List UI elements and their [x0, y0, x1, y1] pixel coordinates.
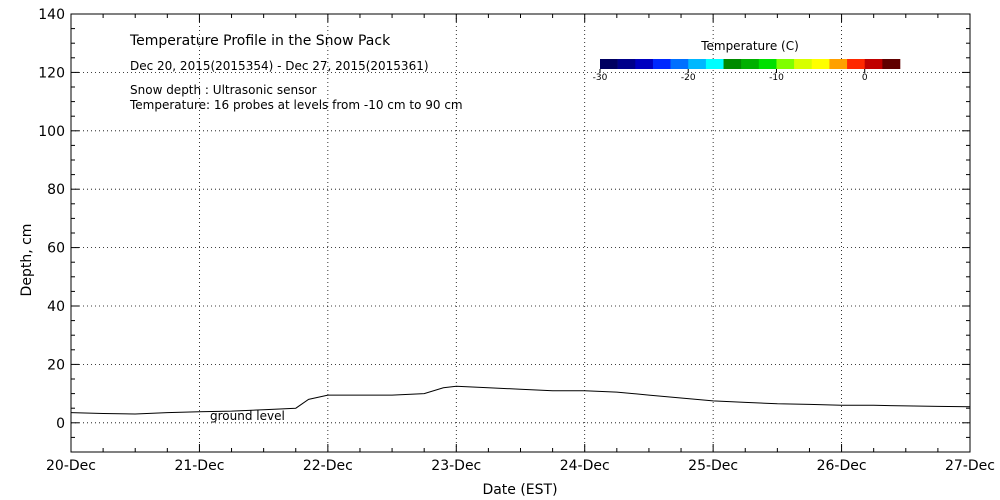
chart-title: Temperature Profile in the Snow Pack: [129, 33, 391, 49]
plot-frame: [70, 13, 971, 453]
colorbar-cell: [652, 59, 671, 69]
colorbar-cell: [688, 59, 707, 69]
y-tick-label: 140: [38, 7, 65, 23]
colorbar-cell: [617, 59, 636, 69]
axis-ticks: [70, 13, 971, 453]
colorbar-cells: [600, 59, 901, 69]
y-tick-label: 100: [38, 124, 65, 140]
colorbar-cell: [600, 59, 618, 69]
colorbar-ticks: -30 -20 -10 0: [593, 69, 868, 83]
colorbar-cell: [794, 59, 813, 69]
snow-depth-line: [70, 385, 971, 415]
colorbar-cell: [741, 59, 760, 69]
colorbar-cell: [864, 59, 883, 69]
colorbar-cell: [670, 59, 689, 69]
x-tick-label: 26-Dec: [817, 458, 867, 474]
ground-level-annotation: ground level: [210, 409, 285, 423]
y-tick-label: 120: [38, 65, 65, 81]
x-tick-label: 24-Dec: [560, 458, 610, 474]
colorbar-cell: [705, 59, 724, 69]
colorbar-cell: [776, 59, 795, 69]
y-tick-label: 80: [47, 182, 65, 198]
colorbar-tick-label: -30: [593, 73, 608, 83]
colorbar-label: Temperature (C): [700, 39, 799, 53]
y-axis-label: Depth, cm: [19, 224, 35, 297]
x-axis-label: Date (EST): [482, 482, 557, 498]
y-tick-label: 0: [56, 416, 65, 432]
note-snow-depth: Snow depth : Ultrasonic sensor: [130, 83, 317, 97]
colorbar-cell: [847, 59, 866, 69]
note-temperature: Temperature: 16 probes at levels from -1…: [129, 98, 463, 112]
x-tick-label: 23-Dec: [431, 458, 481, 474]
x-tick-label: 27-Dec: [945, 458, 995, 474]
colorbar-cell: [882, 59, 901, 69]
colorbar-tick-label: -10: [769, 73, 784, 83]
y-tick-label: 20: [47, 357, 65, 373]
temperature-colorbar: Temperature (C) -30 -20 -10 0: [593, 39, 901, 83]
x-tick-label: 22-Dec: [303, 458, 353, 474]
colorbar-cell: [758, 59, 777, 69]
colorbar-tick-label: -20: [681, 73, 696, 83]
chart-subtitle: Dec 20, 2015(2015354) - Dec 27, 2015(201…: [130, 59, 429, 73]
colorbar-cell: [635, 59, 654, 69]
colorbar-cell: [829, 59, 848, 69]
colorbar-tick-label: 0: [862, 73, 868, 83]
x-tick-labels: 20-Dec 21-Dec 22-Dec 23-Dec 24-Dec 25-Dec 26-D…: [46, 458, 995, 474]
x-tick-label: 20-Dec: [46, 458, 96, 474]
colorbar-cell: [723, 59, 742, 69]
x-tick-label: 21-Dec: [174, 458, 224, 474]
y-tick-label: 60: [47, 241, 65, 257]
x-tick-label: 25-Dec: [688, 458, 738, 474]
colorbar-cell: [811, 59, 830, 69]
grid-lines: [71, 14, 970, 452]
y-tick-label: 40: [47, 299, 65, 315]
y-tick-labels: 0 20 40 60 80 100 120 140: [38, 7, 65, 432]
series-layer: [70, 385, 971, 415]
